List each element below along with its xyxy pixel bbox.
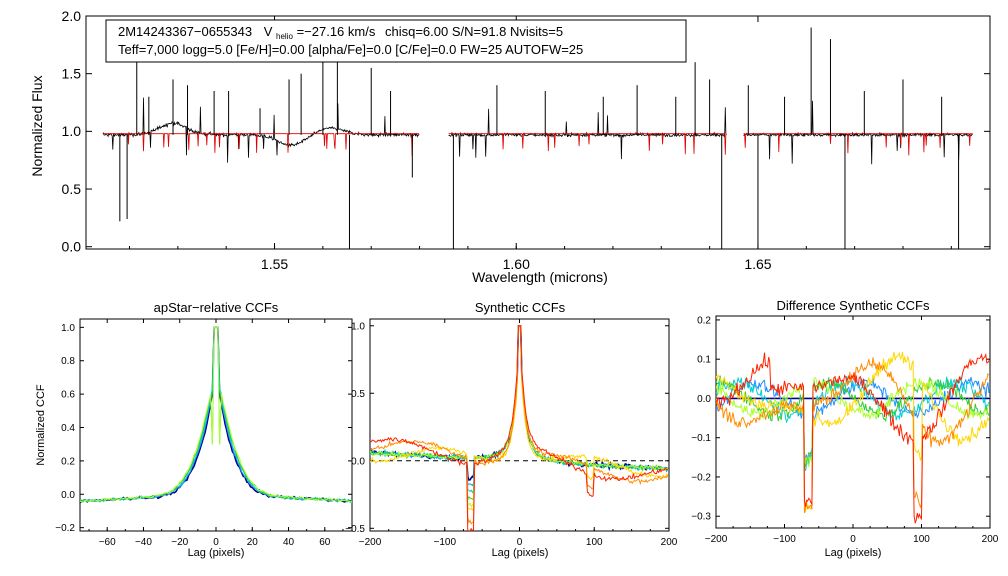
- x-tick-label: 0: [213, 537, 219, 548]
- ccf-series-line: [80, 326, 352, 502]
- object-id: 2M14243367−0655343: [118, 24, 252, 39]
- x-tick-label: 200: [661, 537, 678, 548]
- y-tick-label: 0.0: [61, 490, 75, 501]
- x-tick-label: 1.65: [744, 256, 771, 272]
- x-tick-label: −100: [433, 537, 456, 548]
- x-tick-label: 1.60: [503, 256, 530, 272]
- x-tick-label: 100: [586, 537, 603, 548]
- ccf-series-line: [80, 326, 352, 503]
- y-tick-label: 1.0: [61, 323, 75, 334]
- synthetic-ccf-xlabel: Lag (pixels): [492, 547, 549, 559]
- apstar-ccf-panel: −60 −40 −20 0 20 40 60 −0.2 0.0 0.2 0.4 0.6 0.8 1.0 a…: [35, 300, 353, 559]
- y-tick-label: 0.1: [697, 355, 711, 366]
- y-tick-label: 0.4: [61, 423, 75, 434]
- ccf-series-line: [716, 375, 990, 469]
- y-tick-label: 0.2: [697, 315, 711, 326]
- y-tick-label: 1.5: [62, 66, 82, 82]
- x-tick-label: −100: [773, 534, 796, 545]
- y-tick-label: 1.0: [351, 321, 365, 332]
- stellar-params: Teff=7,000 logg=5.0 [Fe/H]=0.00 [alpha/F…: [118, 42, 583, 57]
- difference-ccf-plot-frame: [715, 315, 991, 529]
- x-tick-label: 100: [913, 534, 930, 545]
- y-tick-label: −0.5: [345, 524, 365, 535]
- x-tick-label: 40: [283, 537, 295, 548]
- x-tick-label: −20: [171, 537, 188, 548]
- ccf-series-line: [80, 326, 352, 504]
- vhelio-subscript: helio: [276, 32, 293, 41]
- apstar-ccf-title: apStar−relative CCFs: [154, 300, 279, 315]
- y-tick-label: 0.0: [351, 456, 365, 467]
- y-tick-label: −0.3: [691, 512, 711, 523]
- x-tick-label: −60: [99, 537, 116, 548]
- y-tick-label: −0.2: [55, 523, 75, 534]
- ccf-series-line: [370, 325, 669, 525]
- spectrum-synthetic-line: [102, 133, 973, 157]
- y-tick-label: 1.0: [62, 123, 82, 139]
- difference-ccf-title: Difference Synthetic CCFs: [777, 298, 930, 313]
- y-tick-label: −0.1: [691, 433, 711, 444]
- x-tick-label: −200: [705, 534, 728, 545]
- vhelio-value: =−27.16 km/s: [297, 24, 376, 39]
- synthetic-ccf-panel: −200 −100 0 100 200 −0.5 0.0 0.5 1.0 Synthetic C…: [345, 300, 678, 559]
- y-tick-label: 0.6: [61, 390, 75, 401]
- y-tick-label: 0.5: [62, 181, 82, 197]
- x-tick-label: 0: [850, 534, 856, 545]
- x-tick-label: −200: [359, 537, 382, 548]
- ccf-series-line: [716, 351, 990, 513]
- apstar-ccf-xlabel: Lag (pixels): [188, 547, 245, 559]
- synthetic-ccf-title: Synthetic CCFs: [475, 300, 566, 315]
- y-tick-label: 0.5: [351, 389, 365, 400]
- y-tick-label: 0.2: [61, 456, 75, 467]
- apstar-ccf-ylabel: Normalized CCF: [35, 384, 47, 466]
- spectrum-observed-line: [102, 97, 973, 165]
- annotation-box: [105, 19, 687, 63]
- synthetic-ccf-plot-frame: [369, 318, 670, 532]
- y-tick-label: −0.2: [691, 472, 711, 483]
- ccf-series-line: [80, 326, 352, 504]
- y-tick-label: 0.0: [62, 239, 82, 255]
- ccf-series-line: [716, 352, 990, 524]
- spectrum-ylabel: Normalized Flux: [29, 75, 45, 176]
- vhelio-symbol: V: [264, 24, 273, 39]
- ccf-series-line: [80, 326, 352, 503]
- annotation-line-1: 2M14243367−0655343 V helio =−27.16 km/s …: [118, 24, 563, 42]
- spectrum-plot-frame: [85, 15, 991, 250]
- difference-ccf-xlabel: Lag (pixels): [825, 547, 882, 559]
- spectrum-panel: 1.55 1.60 1.65 0.0 0.5 1.0 1.5 2.0 2M14243367−0…: [29, 8, 991, 285]
- spectrum-xlabel: Wavelength (microns): [472, 269, 608, 285]
- x-tick-label: 1.55: [261, 256, 288, 272]
- ccf-series-line: [370, 325, 669, 531]
- y-tick-label: 0.8: [61, 356, 75, 367]
- x-tick-label: 60: [319, 537, 331, 548]
- y-tick-label: 2.0: [62, 8, 82, 24]
- ccf-series-line: [370, 325, 669, 501]
- x-tick-label: −40: [135, 537, 152, 548]
- difference-ccf-panel: −200 −100 0 100 200 −0.3 −0.2 −0.1 0.0 0.1 0.2 Dif…: [691, 298, 999, 559]
- ccf-series-line: [716, 375, 990, 471]
- x-tick-label: 20: [247, 537, 259, 548]
- x-tick-label: 0: [517, 537, 523, 548]
- fit-stats: chisq=6.00 S/N=91.8 Nvisits=5: [385, 24, 563, 39]
- ccf-series-line: [370, 325, 669, 511]
- y-tick-label: 0.0: [697, 394, 711, 405]
- x-tick-label: 200: [982, 534, 999, 545]
- ccf-series-line: [370, 325, 669, 487]
